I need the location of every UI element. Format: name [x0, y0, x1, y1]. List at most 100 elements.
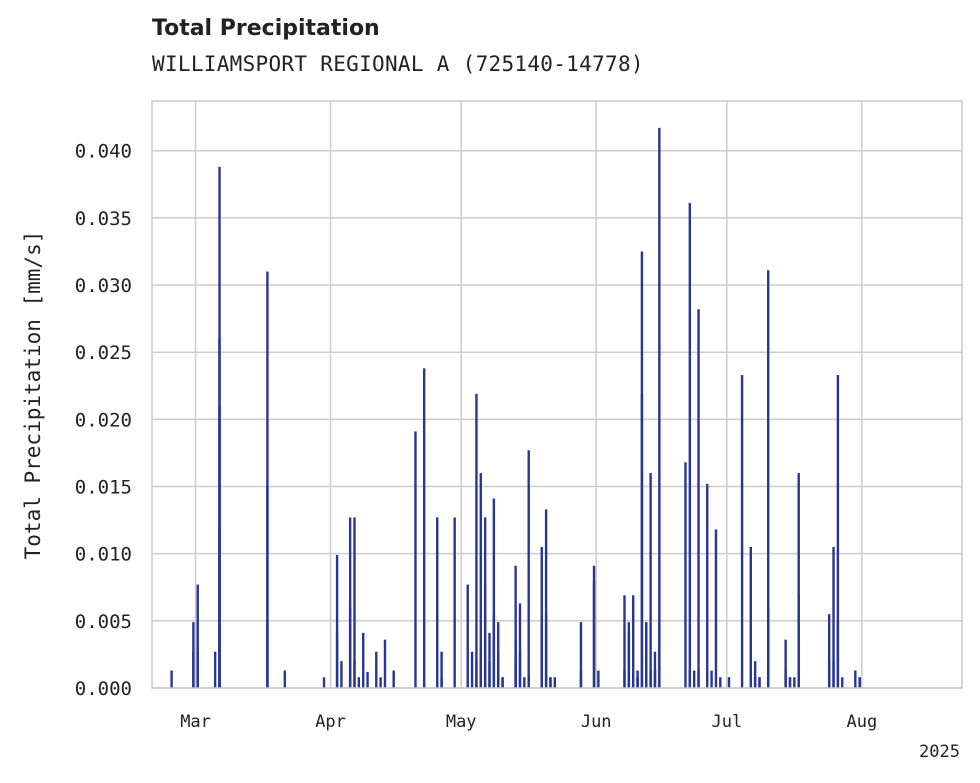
- precip-bar: [684, 462, 687, 688]
- precip-bar: [335, 555, 339, 688]
- precip-bar: [658, 127, 661, 688]
- y-tick-label: 0.000: [75, 678, 132, 700]
- precip-bar: [544, 614, 548, 688]
- precip-bar: [492, 614, 496, 688]
- y-tick-label: 0.005: [75, 611, 132, 633]
- year-label: 2025: [919, 742, 960, 762]
- precip-bar: [348, 517, 352, 688]
- precip-bar: [348, 607, 352, 688]
- precip-bar: [514, 565, 517, 688]
- y-tick-label: 0.035: [75, 208, 132, 230]
- precip-bar: [688, 670, 692, 688]
- precip-bar: [213, 651, 217, 688]
- precip-bar: [753, 677, 757, 688]
- precip-bar: [832, 546, 835, 688]
- precip-bar: [719, 677, 722, 688]
- precip-bar: [383, 639, 387, 688]
- precip-bar: [854, 670, 857, 688]
- precip-bar: [797, 593, 800, 688]
- precip-bar: [353, 661, 356, 688]
- precip-bar: [266, 486, 269, 688]
- precip-bar: [753, 661, 757, 688]
- precip-bar: [640, 251, 644, 688]
- precip-bar: [758, 677, 761, 688]
- precip-bar: [283, 670, 287, 688]
- precip-bar: [514, 661, 517, 688]
- precip-bar: [706, 483, 709, 688]
- precip-bar: [645, 622, 648, 688]
- precip-bar: [697, 670, 700, 688]
- precip-bar: [196, 584, 199, 688]
- precip-bar: [540, 546, 543, 688]
- precip-bar: [488, 661, 491, 688]
- precip-bar: [836, 620, 840, 688]
- precip-bar: [658, 622, 661, 688]
- precip-bar: [475, 393, 478, 688]
- precip-bar: [841, 677, 844, 688]
- precip-bar: [322, 677, 326, 688]
- precip-bar: [714, 529, 718, 688]
- precip-bar: [488, 632, 491, 688]
- precip-bar: [623, 595, 626, 688]
- precip-bar: [218, 526, 221, 688]
- y-tick-label: 0.020: [75, 409, 132, 431]
- precip-bar: [523, 677, 526, 688]
- precip-bar: [836, 375, 840, 688]
- precip-bar: [788, 677, 792, 688]
- precip-bar: [492, 498, 496, 688]
- precip-bar: [697, 309, 700, 688]
- precip-bar: [553, 677, 557, 688]
- precip-bar: [266, 271, 269, 688]
- x-tick-label: Jun: [581, 712, 612, 732]
- x-tick-label: Aug: [846, 712, 877, 732]
- precip-bar: [470, 651, 474, 688]
- x-tick-label: May: [446, 712, 477, 732]
- precip-bar: [579, 670, 583, 688]
- precipitation-bars: [170, 127, 861, 689]
- precip-bar: [479, 473, 482, 688]
- precip-bar: [740, 375, 744, 688]
- precip-bar: [827, 614, 831, 688]
- precip-bar: [727, 677, 731, 688]
- precip-bar: [544, 509, 548, 688]
- precip-bar: [623, 670, 626, 688]
- precip-bar: [649, 473, 652, 688]
- precip-bar: [192, 622, 195, 688]
- precip-bar: [527, 677, 530, 688]
- chart-subtitle: WILLIAMSPORT REGIONAL A (725140-14778): [152, 52, 644, 76]
- precip-bar: [653, 651, 657, 688]
- precip-bar: [375, 651, 378, 688]
- precip-bar: [436, 517, 439, 688]
- precip-bar: [466, 584, 469, 688]
- x-tick-label: Mar: [180, 712, 211, 732]
- x-tick-labels: Mar Apr May Jun Jul Aug: [180, 712, 877, 732]
- precip-bar: [353, 517, 356, 688]
- precip-bar: [440, 651, 443, 688]
- x-tick-label: Jul: [711, 712, 742, 732]
- precip-bar: [597, 670, 600, 688]
- precip-bar: [414, 431, 417, 688]
- precip-bar: [767, 270, 770, 688]
- precip-bar: [497, 651, 500, 688]
- plot-frame: [151, 100, 963, 689]
- precip-bar: [636, 677, 639, 688]
- precip-bar: [592, 580, 596, 688]
- x-tick-label: Apr: [315, 712, 346, 732]
- precip-bar: [422, 368, 426, 688]
- precip-bar: [483, 584, 487, 688]
- precip-bar: [710, 670, 713, 688]
- y-axis-label: Total Precipitation [mm/s]: [21, 231, 45, 560]
- y-tick-label: 0.030: [75, 275, 132, 297]
- precip-bar: [453, 517, 456, 688]
- precip-bar: [784, 639, 787, 688]
- precip-bar: [579, 622, 583, 688]
- precip-bar: [688, 203, 692, 688]
- y-tick-label: 0.040: [75, 141, 132, 163]
- precip-bar: [440, 677, 443, 688]
- precip-bar: [196, 647, 199, 688]
- precip-bar: [518, 603, 522, 688]
- precip-bar: [797, 473, 800, 688]
- precip-bar: [340, 661, 343, 688]
- precip-bar: [632, 595, 635, 688]
- y-tick-label: 0.010: [75, 544, 132, 566]
